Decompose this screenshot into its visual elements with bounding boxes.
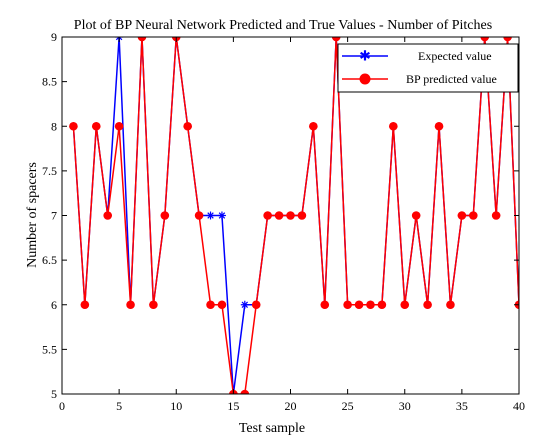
x-tick-label: 40 [513,399,525,413]
predicted-point [80,300,90,310]
predicted-point [309,121,318,131]
predicted-point [400,300,410,310]
x-tick-label: 35 [456,399,468,413]
x-tick-label: 0 [59,399,65,413]
predicted-point [91,121,101,131]
legend-expected-marker: ✱ [359,49,371,65]
predicted-point [286,211,295,220]
predicted-point [377,300,387,310]
predicted-point [263,211,272,220]
predicted-point [160,211,170,220]
predicted-point [69,121,78,131]
predicted-point [114,121,124,131]
predicted-point [240,389,250,394]
y-tick-label: 5 [51,387,57,401]
predicted-point [434,121,444,131]
expected-point [206,211,215,220]
predicted-point [503,37,512,42]
predicted-point [457,211,467,220]
predicted-point [354,300,364,310]
series-line-predicted [72,37,519,394]
y-tick-label: 7.5 [42,164,57,178]
y-tick-label: 6.5 [42,253,57,267]
predicted-point [331,37,341,42]
predicted-point [411,211,421,220]
y-axis-title: Number of spacers [25,162,40,268]
series-layer [69,37,519,394]
x-tick-label: 30 [399,399,411,413]
predicted-point [343,300,352,310]
y-tick-label: 9 [51,30,57,44]
x-axis-title: Test sample [239,421,305,436]
y-tick-label: 5.5 [42,342,57,356]
predicted-point [149,300,158,310]
predicted-point [194,211,204,220]
predicted-point [183,121,192,131]
y-tick-label: 7 [51,209,57,223]
predicted-point [103,211,112,220]
predicted-point [274,211,284,220]
x-tick-label: 25 [342,399,354,413]
y-tick-label: 8.5 [42,75,57,89]
predicted-point [366,300,375,310]
legend-predicted-marker [359,73,371,85]
legend-label-expected: Expected value [418,49,492,63]
predicted-point [297,211,307,220]
predicted-point [480,37,490,42]
x-tick-label: 20 [285,399,297,413]
x-tick-label: 10 [170,399,182,413]
y-tick-label: 8 [51,119,57,133]
chart-title: Plot of BP Neural Network Predicted and … [74,18,492,33]
legend-label-predicted: BP predicted value [406,72,497,86]
expected-point [217,211,226,220]
predicted-point [320,300,330,310]
expected-point [240,300,249,309]
predicted-point [469,211,478,220]
predicted-point [389,121,398,131]
predicted-point [137,37,147,42]
predicted-point [491,211,501,220]
y-tick-label: 6 [51,298,57,312]
x-tick-label: 5 [116,399,122,413]
x-tick-label: 15 [227,399,239,413]
predicted-point [423,300,432,310]
predicted-point [126,300,135,310]
legend: ✱ Expected value BP predicted value [337,43,519,93]
predicted-point [206,300,215,310]
legend-box [337,43,519,93]
predicted-point [217,300,227,310]
predicted-point [251,300,261,310]
predicted-point [446,300,455,310]
